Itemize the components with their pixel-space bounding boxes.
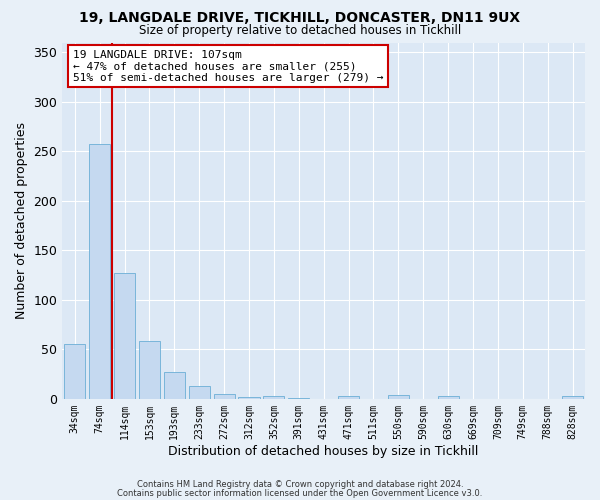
X-axis label: Distribution of detached houses by size in Tickhill: Distribution of detached houses by size … — [169, 444, 479, 458]
Bar — [214, 394, 235, 399]
Text: Size of property relative to detached houses in Tickhill: Size of property relative to detached ho… — [139, 24, 461, 37]
Bar — [238, 397, 260, 399]
Bar — [263, 396, 284, 399]
Text: 19 LANGDALE DRIVE: 107sqm
← 47% of detached houses are smaller (255)
51% of semi: 19 LANGDALE DRIVE: 107sqm ← 47% of detac… — [73, 50, 383, 83]
Bar — [164, 372, 185, 399]
Bar — [114, 273, 135, 399]
Bar — [437, 396, 458, 399]
Y-axis label: Number of detached properties: Number of detached properties — [15, 122, 28, 319]
Bar — [338, 396, 359, 399]
Bar — [188, 386, 210, 399]
Text: Contains HM Land Registry data © Crown copyright and database right 2024.: Contains HM Land Registry data © Crown c… — [137, 480, 463, 489]
Text: Contains public sector information licensed under the Open Government Licence v3: Contains public sector information licen… — [118, 488, 482, 498]
Bar — [562, 396, 583, 399]
Bar — [288, 398, 310, 399]
Bar — [89, 144, 110, 399]
Bar — [64, 344, 85, 399]
Bar — [139, 342, 160, 399]
Text: 19, LANGDALE DRIVE, TICKHILL, DONCASTER, DN11 9UX: 19, LANGDALE DRIVE, TICKHILL, DONCASTER,… — [79, 11, 521, 25]
Bar — [388, 395, 409, 399]
